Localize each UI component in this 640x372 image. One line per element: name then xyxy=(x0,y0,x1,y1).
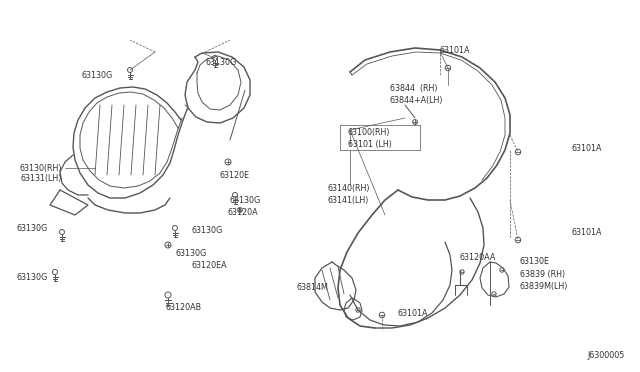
Text: 63844+A(LH): 63844+A(LH) xyxy=(390,96,444,105)
Text: 63120E: 63120E xyxy=(220,170,250,180)
Text: 63101A: 63101A xyxy=(440,45,470,55)
Text: 63131(LH): 63131(LH) xyxy=(20,173,62,183)
Text: 63130E: 63130E xyxy=(520,257,550,266)
Text: 63130G: 63130G xyxy=(175,248,206,257)
Text: 63120EA: 63120EA xyxy=(192,260,228,269)
Text: 63130G: 63130G xyxy=(230,196,261,205)
Text: 63844  (RH): 63844 (RH) xyxy=(390,83,438,93)
Text: 63130(RH): 63130(RH) xyxy=(19,164,62,173)
Text: 63130G: 63130G xyxy=(17,273,48,282)
Text: 63101A: 63101A xyxy=(572,144,602,153)
Text: 63141(LH): 63141(LH) xyxy=(328,196,369,205)
Text: 63130G: 63130G xyxy=(82,71,113,80)
Text: 63130G: 63130G xyxy=(205,58,236,67)
Text: 63120AB: 63120AB xyxy=(165,302,201,311)
Text: 63101A: 63101A xyxy=(572,228,602,237)
Text: 63120AA: 63120AA xyxy=(460,253,497,263)
Text: 63839 (RH): 63839 (RH) xyxy=(520,270,565,279)
Text: 63120A: 63120A xyxy=(228,208,259,217)
Text: 63130G: 63130G xyxy=(192,225,223,234)
Text: 63839M(LH): 63839M(LH) xyxy=(520,282,568,292)
Text: J6300005: J6300005 xyxy=(588,350,625,359)
Text: 63814M: 63814M xyxy=(296,283,328,292)
Text: 63130G: 63130G xyxy=(17,224,48,232)
Text: 63101A: 63101A xyxy=(398,308,429,317)
Text: 63101 (LH): 63101 (LH) xyxy=(348,140,392,148)
Text: 63100(RH): 63100(RH) xyxy=(348,128,390,137)
Text: 63140(RH): 63140(RH) xyxy=(328,183,371,192)
